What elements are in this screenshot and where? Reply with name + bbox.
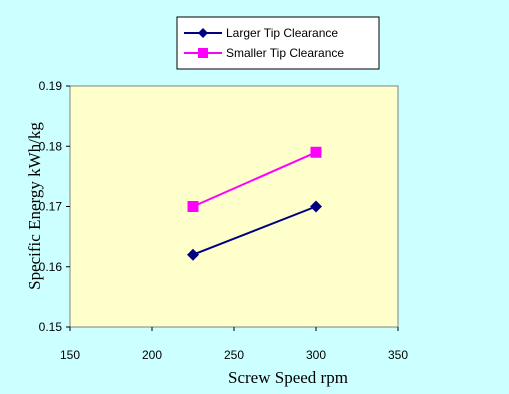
legend-box <box>176 16 380 70</box>
legend-marker-diamond-icon <box>198 28 208 38</box>
x-tick-label: 250 <box>224 348 244 362</box>
data-point-larger-tip-clearance <box>187 248 199 261</box>
legend-label-larger-tip-clearance: Larger Tip Clearance <box>226 26 338 40</box>
y-tick-label: 0.15 <box>39 320 63 334</box>
y-axis-ticks: 0.15 0.16 0.17 0.18 0.19 <box>39 79 70 334</box>
y-tick-label: 0.16 <box>39 260 63 274</box>
x-tick-label: 300 <box>306 348 326 362</box>
legend-marker-square-icon <box>198 48 208 58</box>
series-line-smaller-tip-clearance <box>192 151 317 208</box>
legend-label-smaller-tip-clearance: Smaller Tip Clearance <box>226 46 344 60</box>
data-point-smaller-tip-clearance <box>187 201 199 212</box>
y-tick-label: 0.17 <box>39 200 63 214</box>
x-axis-title: Screw Speed rpm <box>228 368 348 387</box>
series-layer <box>187 146 322 261</box>
legend: Larger Tip Clearance Smaller Tip Clearan… <box>176 16 380 70</box>
plot-area <box>69 85 399 328</box>
series-line-larger-tip-clearance <box>192 205 317 256</box>
x-axis-ticks: 150 200 250 300 350 <box>60 327 408 362</box>
y-tick-label: 0.19 <box>39 79 63 93</box>
y-axis-title: Specific Energy kWh/kg <box>25 122 44 290</box>
data-point-larger-tip-clearance <box>310 200 322 213</box>
data-point-smaller-tip-clearance <box>310 146 322 158</box>
y-tick-label: 0.18 <box>39 139 63 153</box>
x-tick-label: 150 <box>60 348 80 362</box>
x-tick-label: 350 <box>388 348 408 362</box>
x-tick-label: 200 <box>142 348 162 362</box>
